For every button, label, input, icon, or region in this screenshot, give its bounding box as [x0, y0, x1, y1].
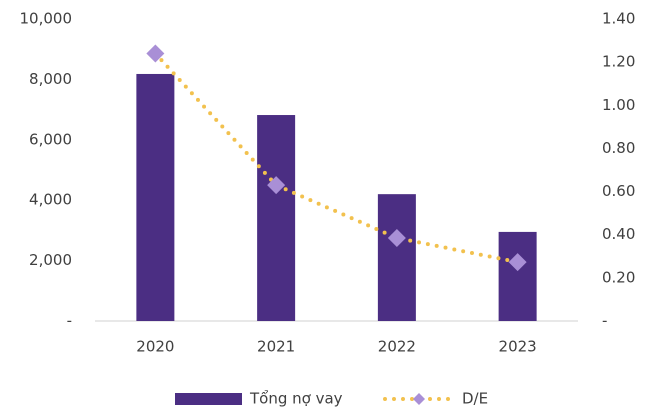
y2-tick-label: 1.00 [602, 96, 635, 114]
bar [498, 231, 537, 321]
de-marker [508, 253, 527, 272]
y2-tick-label: 1.40 [602, 10, 635, 28]
y-tick-label: - [67, 312, 72, 330]
bar [257, 115, 296, 321]
legend-marker [413, 393, 425, 405]
legend-swatch [175, 393, 242, 405]
y-tick-label: 10,000 [20, 10, 73, 28]
x-tick-label: 2021 [257, 338, 295, 356]
y2-tick-label: 1.20 [602, 53, 635, 71]
y-tick-label: 2,000 [29, 251, 72, 269]
y2-tick-label: - [602, 312, 607, 330]
legend-label: D/E [462, 390, 488, 408]
de-marker [146, 44, 165, 63]
de-line [153, 51, 520, 265]
y-tick-label: 4,000 [29, 191, 72, 209]
de-marker [387, 228, 406, 247]
bar [377, 194, 416, 321]
bar [136, 73, 175, 322]
legend-label: Tổng nợ vay [249, 390, 343, 408]
y2-tick-label: 0.20 [602, 268, 635, 286]
x-tick-label: 2023 [499, 338, 537, 356]
x-tick-label: 2022 [378, 338, 416, 356]
y-tick-label: 6,000 [29, 130, 72, 148]
y-tick-label: 8,000 [29, 70, 72, 88]
de-marker [267, 176, 286, 195]
y2-tick-label: 0.80 [602, 139, 635, 157]
x-tick-label: 2020 [136, 338, 174, 356]
y2-tick-label: 0.40 [602, 225, 635, 243]
y2-tick-label: 0.60 [602, 182, 635, 200]
